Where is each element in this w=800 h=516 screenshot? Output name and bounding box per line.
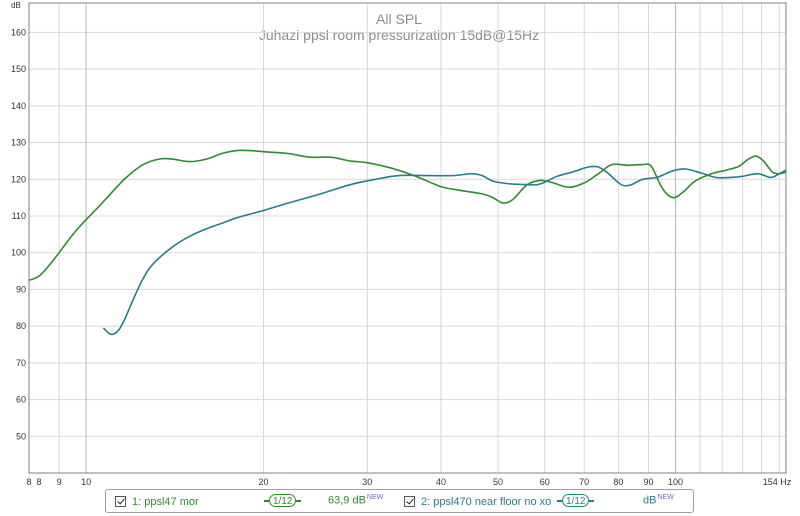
- x-tick-label: 60: [540, 477, 550, 487]
- smoothing-label-2: 1/12: [562, 494, 590, 507]
- x-tick-label: 100: [668, 477, 683, 487]
- level-value-1: 63,9 dB: [328, 494, 366, 507]
- series-line-1: [28, 149, 787, 281]
- y-tick-label: 70: [16, 358, 26, 368]
- smoothing-line-right-2: [589, 499, 595, 502]
- level-readout-2[interactable]: dBNEW: [643, 494, 674, 507]
- x-tick-label: 70: [579, 477, 589, 487]
- x-tick-label: 30: [362, 477, 372, 487]
- chart-title: All SPL: [376, 11, 422, 27]
- smoothing-control-1[interactable]: 1/12: [264, 493, 302, 508]
- x-tick-label: 9: [57, 477, 62, 487]
- x-tick-label: 8: [26, 477, 31, 487]
- x-axis: 8 9 10 20 30 40 50 60 70 80 90 100 154 Hz 8: [26, 477, 791, 487]
- x-tick-label: 8: [36, 477, 41, 487]
- level-new-badge-2: NEW: [657, 494, 674, 501]
- smoothing-line-left-2: [557, 499, 562, 502]
- level-value-2: dB: [643, 494, 657, 507]
- level-new-badge-1: NEW: [366, 494, 384, 501]
- smoothing-label-1: 1/12: [269, 494, 297, 507]
- x-tick-label: 80: [613, 477, 623, 487]
- y-tick-label: 120: [11, 174, 26, 184]
- smoothing-line-left-1: [264, 499, 269, 502]
- legend-checkbox-1[interactable]: [115, 496, 126, 507]
- smoothing-control-2[interactable]: 1/12: [557, 493, 595, 508]
- chart-subtitle: Juhazi ppsl room pressurization 15dB@15H…: [259, 27, 539, 43]
- y-tick-label: 80: [16, 321, 26, 331]
- y-tick-label: 160: [11, 27, 26, 37]
- series-line-2: [102, 165, 787, 336]
- smoothing-line-right-1: [296, 499, 302, 502]
- x-tick-label: 90: [644, 477, 654, 487]
- x-tick-label: 154 Hz: [763, 477, 792, 487]
- y-tick-label: 110: [12, 211, 26, 221]
- plot-area-frame: [28, 2, 787, 474]
- y-tick-label: 90: [16, 284, 26, 294]
- y-tick-label: 140: [11, 101, 26, 111]
- y-tick-label: 150: [11, 64, 26, 74]
- legend-checkbox-2[interactable]: [404, 496, 415, 507]
- legend-item-2[interactable]: 2: ppsl470 near floor no xo: [404, 493, 551, 510]
- x-tick-label: 40: [436, 477, 446, 487]
- y-tick-label: 60: [16, 395, 26, 405]
- legend-item-1[interactable]: 1: ppsl47 mor: [115, 493, 199, 510]
- y-axis-label: dB: [11, 1, 21, 10]
- legend-bar: 1: ppsl47 mor 1/12 63,9 dBNEW 2: ppsl470…: [105, 489, 694, 513]
- series-group: [28, 149, 787, 336]
- y-tick-label: 100: [11, 248, 26, 258]
- grid: [29, 3, 786, 473]
- y-tick-label: 50: [16, 431, 26, 441]
- x-tick-label: 20: [259, 477, 269, 487]
- y-tick-label: 130: [11, 138, 26, 148]
- y-axis: 50 60 70 80 90 100 110 120 130 140 150 160: [11, 27, 26, 441]
- x-tick-label: 10: [81, 477, 91, 487]
- x-tick-label: 50: [493, 477, 503, 487]
- legend-label-2: 2: ppsl470 near floor no xo: [421, 495, 552, 508]
- legend-label-1: 1: ppsl47 mor: [132, 495, 199, 508]
- level-readout-1[interactable]: 63,9 dBNEW: [328, 494, 383, 507]
